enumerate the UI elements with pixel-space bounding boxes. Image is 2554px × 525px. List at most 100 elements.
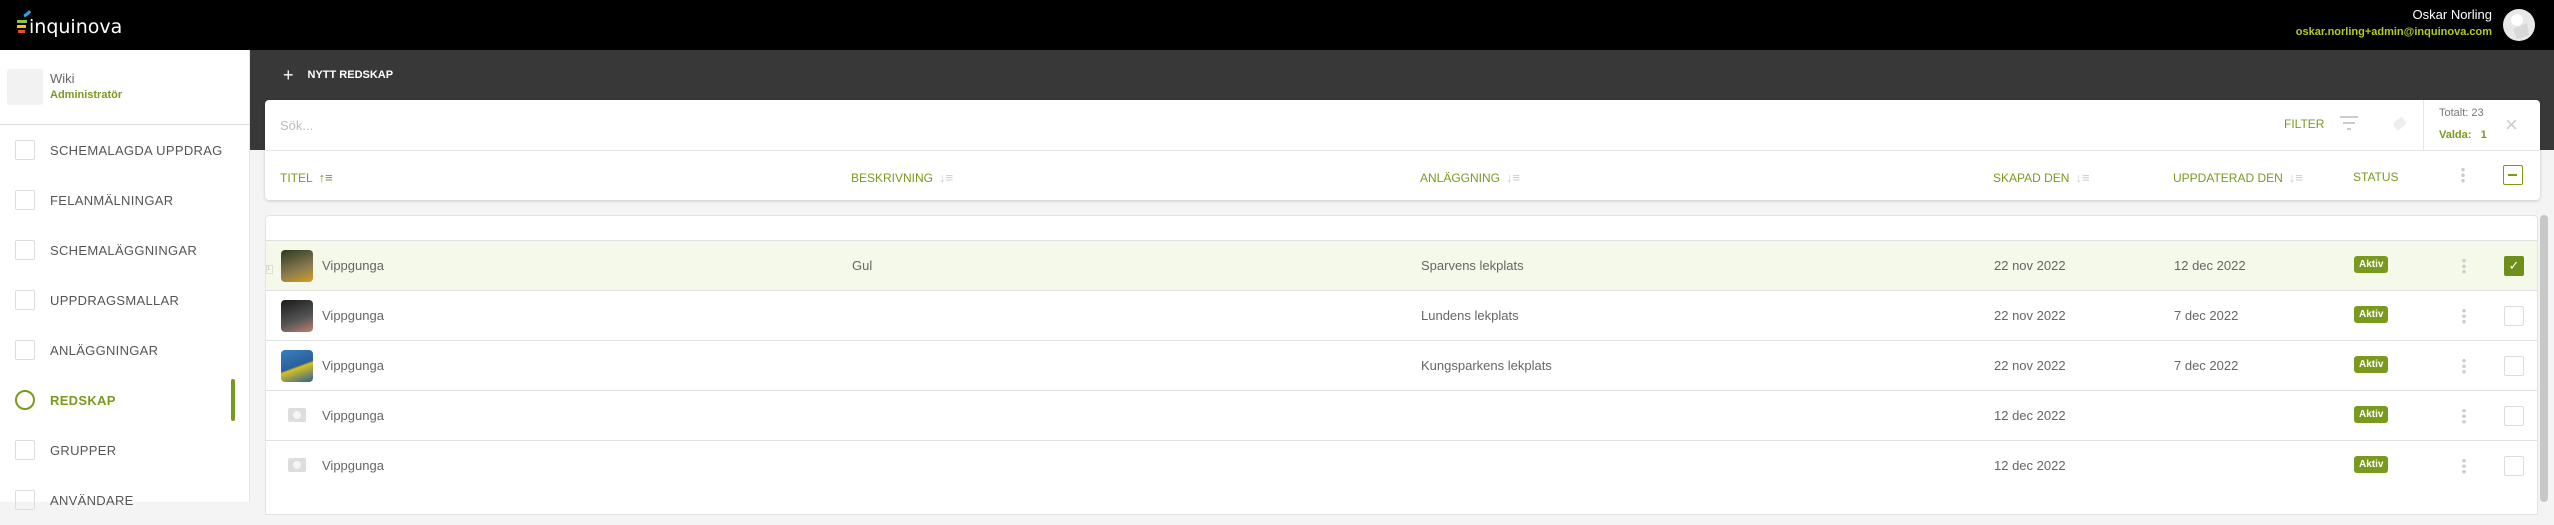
created-cell: 22 nov 2022 xyxy=(1994,358,2066,373)
column-header-1[interactable]: BESKRIVNING ↓≡ xyxy=(851,170,953,185)
org-role: Administratör xyxy=(50,89,123,101)
row-checkbox[interactable] xyxy=(2504,306,2524,326)
sidebar-item-grupper[interactable]: GRUPPER xyxy=(0,425,250,475)
alert-icon xyxy=(15,190,35,210)
status-badge: Aktiv xyxy=(2354,356,2389,373)
search-input[interactable] xyxy=(280,112,2080,138)
sidebar-item-label: REDSKAP xyxy=(50,392,116,408)
sort-icon[interactable]: ↓≡ xyxy=(939,170,954,185)
clipboard-icon xyxy=(15,140,35,160)
column-header-2[interactable]: ANLÄGGNING ↓≡ xyxy=(1420,170,1520,185)
equipment-thumbnail xyxy=(281,300,313,332)
eraser-icon[interactable] xyxy=(2390,114,2410,134)
title-cell[interactable]: Vippgunga xyxy=(322,458,384,473)
sidebar-item-label: FELANMÄLNINGAR xyxy=(50,192,174,208)
column-header-5[interactable]: STATUS xyxy=(2353,170,2399,184)
table-row[interactable]: Vippgunga 12 dec 2022 Aktiv xyxy=(266,440,2537,490)
row-menu-kebab-icon[interactable] xyxy=(2462,458,2466,474)
total-value: 23 xyxy=(2471,107,2484,119)
title-cell[interactable]: Vippgunga xyxy=(322,358,384,373)
inquinova-logo[interactable]: inquinova xyxy=(14,10,124,40)
sidebar-item-label: UPPDRAGSMALLAR xyxy=(50,292,180,308)
title-cell[interactable]: Vippgunga xyxy=(322,258,384,273)
table-row[interactable]: Vippgunga Kungsparkens lekplats 22 nov 202… xyxy=(266,340,2537,390)
column-menu-kebab-icon[interactable] xyxy=(2461,167,2465,183)
sidebar-item-label: SCHEMALAGDA UPPDRAG xyxy=(50,142,223,158)
filter-icon[interactable] xyxy=(2339,115,2359,131)
table-row[interactable]: 1 Vippgunga Gul Sparvens lekplats 22 nov 202… xyxy=(266,240,2537,290)
sort-icon[interactable]: ↓≡ xyxy=(2288,170,2303,185)
title-cell[interactable]: Vippgunga xyxy=(322,308,384,323)
facility-cell: Kungsparkens lekplats xyxy=(1421,358,1552,373)
filter-button[interactable]: FILTER xyxy=(2284,117,2325,131)
selected-count: Valda: 1 xyxy=(2439,129,2487,141)
status-badge: Aktiv xyxy=(2354,256,2389,273)
new-equipment-button[interactable]: + NYTT REDSKAP xyxy=(283,64,393,86)
created-cell: 12 dec 2022 xyxy=(1994,408,2066,423)
facility-cell: Sparvens lekplats xyxy=(1421,258,1524,273)
sidebar-item-uppdragsmallar[interactable]: UPPDRAGSMALLAR xyxy=(0,275,250,325)
sidebar-item-schemalagda-uppdrag[interactable]: SCHEMALAGDA UPPDRAG xyxy=(0,125,250,175)
clear-selection-close-icon[interactable]: × xyxy=(2505,112,2518,137)
row-menu-kebab-icon[interactable] xyxy=(2462,308,2466,324)
updated-cell: 7 dec 2022 xyxy=(2174,308,2239,323)
select-all-checkbox[interactable] xyxy=(2503,165,2523,185)
equipment-list: 1 Vippgunga Gul Sparvens lekplats 22 nov 202… xyxy=(265,215,2538,515)
description-cell: Gul xyxy=(852,258,873,273)
user-email: oskar.norling+admin@inquinova.com xyxy=(2295,26,2492,38)
column-header-3[interactable]: SKAPAD DEN ↓≡ xyxy=(1993,170,2090,185)
top-bar: inquinova Oskar Norling oskar.norling+ad… xyxy=(0,0,2554,50)
row-checkbox[interactable] xyxy=(2504,406,2524,426)
camera-placeholder-icon xyxy=(288,458,306,472)
sort-icon[interactable]: ↓≡ xyxy=(1506,170,1521,185)
search-header-card: FILTER Totalt: 23 Valda: 1 × TITEL ↑≡ BESK… xyxy=(265,100,2540,200)
column-header-label: STATUS xyxy=(2353,170,2399,184)
sidebar xyxy=(0,50,250,502)
active-indicator xyxy=(231,379,235,421)
location-pin-icon xyxy=(15,390,35,410)
sort-icon[interactable]: ↓≡ xyxy=(2075,170,2090,185)
sort-ascending-icon[interactable]: ↑≡ xyxy=(318,170,333,185)
row-menu-kebab-icon[interactable] xyxy=(2462,408,2466,424)
row-index: 1 xyxy=(266,265,273,274)
sidebar-item-redskap[interactable]: REDSKAP xyxy=(0,375,250,425)
sidebar-item-användare[interactable]: ANVÄNDARE xyxy=(0,475,250,525)
column-header-0[interactable]: TITEL ↑≡ xyxy=(280,170,333,185)
map-icon xyxy=(15,290,35,310)
facility-cell: Lundens lekplats xyxy=(1421,308,1519,323)
scrollbar[interactable] xyxy=(2540,215,2548,502)
avatar[interactable] xyxy=(2503,9,2535,41)
updated-cell: 12 dec 2022 xyxy=(2174,258,2246,273)
divider xyxy=(265,150,2540,151)
column-header-label: UPPDATERAD DEN xyxy=(2173,170,2283,185)
title-cell[interactable]: Vippgunga xyxy=(322,408,384,423)
sidebar-item-anläggningar[interactable]: ANLÄGGNINGAR xyxy=(0,325,250,375)
sidebar-item-label: ANVÄNDARE xyxy=(50,492,134,508)
org-name: Wiki xyxy=(50,71,75,86)
row-menu-kebab-icon[interactable] xyxy=(2462,258,2466,274)
column-header-4[interactable]: UPPDATERAD DEN ↓≡ xyxy=(2173,170,2303,185)
org-logo-icon xyxy=(7,69,43,105)
svg-text:inquinova: inquinova xyxy=(29,16,122,38)
row-checkbox[interactable] xyxy=(2504,356,2524,376)
row-checkbox[interactable]: ✓ xyxy=(2504,256,2524,276)
sidebar-item-label: GRUPPER xyxy=(50,442,117,458)
table-row[interactable]: Vippgunga Lundens lekplats 22 nov 2022 7 de… xyxy=(266,290,2537,340)
selected-value: 1 xyxy=(2480,129,2487,141)
table-row[interactable]: Vippgunga 12 dec 2022 Aktiv xyxy=(266,390,2537,440)
equipment-thumbnail xyxy=(281,350,313,382)
calendar-icon xyxy=(15,240,35,260)
new-equipment-label: NYTT REDSKAP xyxy=(307,69,394,81)
column-header-label: ANLÄGGNING xyxy=(1420,170,1501,185)
updated-cell: 7 dec 2022 xyxy=(2174,358,2239,373)
row-menu-kebab-icon[interactable] xyxy=(2462,358,2466,374)
sidebar-item-felanmälningar[interactable]: FELANMÄLNINGAR xyxy=(0,175,250,225)
status-badge: Aktiv xyxy=(2354,456,2389,473)
equipment-thumbnail xyxy=(281,250,313,282)
total-label: Totalt: xyxy=(2439,107,2469,119)
plus-icon: + xyxy=(283,64,294,85)
created-cell: 22 nov 2022 xyxy=(1994,308,2066,323)
sidebar-item-label: SCHEMALÄGGNINGAR xyxy=(50,242,198,258)
row-checkbox[interactable] xyxy=(2504,456,2524,476)
sidebar-item-schemaläggningar[interactable]: SCHEMALÄGGNINGAR xyxy=(0,225,250,275)
